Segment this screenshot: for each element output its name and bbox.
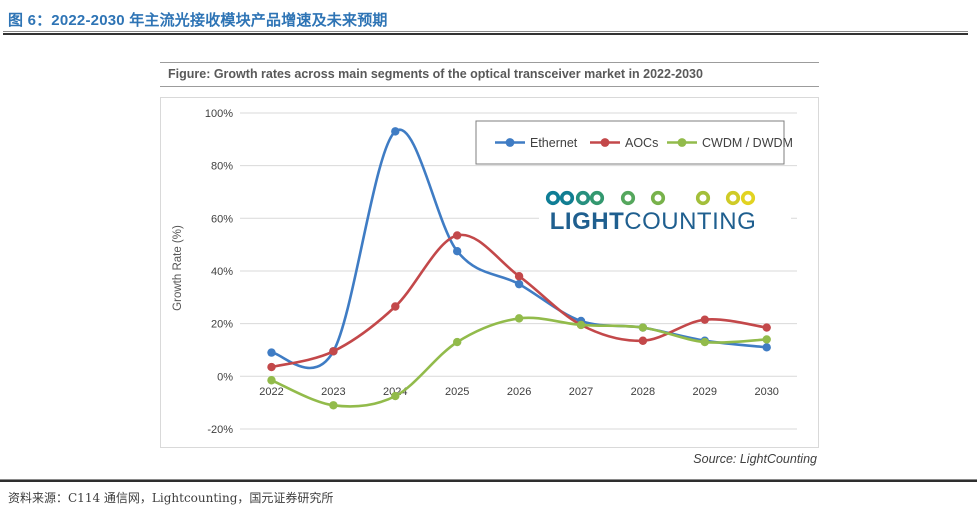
y-axis-tick-label: 40%: [211, 266, 233, 278]
series-marker-ethernet: [514, 279, 524, 289]
logo-chain-ring: [620, 190, 636, 206]
x-axis-tick-label: 2030: [754, 386, 778, 398]
legend-label-aocs: AOCs: [625, 136, 658, 150]
y-axis-tick-label: 20%: [211, 319, 233, 331]
legend-box: [475, 120, 785, 165]
legend-label-ethernet: Ethernet: [530, 136, 578, 150]
line-chart: 100% 80% 60% 40% 20% 0% -20% Growth Rate (%) 202…: [172, 108, 797, 436]
y-axis-tick-label: 0%: [217, 371, 233, 383]
y-axis-title: Growth Rate (%): [172, 225, 184, 311]
chart-source-note: Source: LightCounting: [693, 452, 817, 466]
x-axis-tick-label: 2022: [259, 386, 283, 398]
series-marker-cwdm-dwdm: [267, 376, 276, 385]
legend-marker-ethernet: [505, 138, 515, 147]
legend-marker-aocs: [600, 138, 610, 147]
x-axis-tick-label: 2025: [445, 386, 469, 398]
y-axis-tick-label: -20%: [207, 424, 233, 436]
series-marker-ethernet: [762, 343, 771, 352]
logo-chain-ring: [695, 190, 711, 206]
x-axis-tick-label: 2026: [507, 386, 531, 398]
series-marker-aocs: [762, 323, 771, 332]
logo-chain-ring: [650, 190, 666, 206]
title-divider: [3, 31, 968, 35]
series-marker-cwdm-dwdm: [638, 323, 648, 332]
chart-title: Figure: Growth rates across main segment…: [160, 62, 819, 87]
series-marker-aocs: [700, 315, 709, 324]
lightcounting-logo-text: LIGHTCOUNTING: [550, 208, 757, 235]
series-marker-cwdm-dwdm: [514, 314, 524, 323]
series-marker-cwdm-dwdm: [453, 337, 462, 347]
series-marker-aocs: [514, 272, 524, 281]
logo-chain-ring: [575, 190, 591, 206]
series-marker-aocs: [391, 302, 400, 311]
series-marker-cwdm-dwdm: [762, 335, 771, 344]
series-marker-cwdm-dwdm: [329, 401, 338, 410]
legend-marker-cwdm-dwdm: [677, 138, 687, 147]
series-marker-ethernet: [267, 348, 276, 357]
series-marker-cwdm-dwdm: [700, 337, 709, 347]
series-marker-ethernet: [453, 247, 462, 256]
y-axis-tick-label: 80%: [211, 161, 233, 173]
figure-container: Figure: Growth rates across main segment…: [160, 62, 819, 466]
logo-chain-ring: [589, 190, 605, 206]
x-axis-tick-label: 2027: [569, 386, 593, 398]
figure-caption: 图 6：2022-2030 年主流光接收模块产品增速及未来预期: [8, 12, 388, 29]
logo-chain-ring: [740, 190, 756, 206]
x-axis-tick-label: 2023: [321, 386, 345, 398]
footer-divider: [0, 479, 977, 482]
series-marker-cwdm-dwdm: [391, 391, 400, 401]
x-axis-tick-label: 2028: [631, 386, 655, 398]
series-marker-aocs: [329, 347, 338, 356]
y-axis-tick-label: 60%: [211, 213, 233, 225]
data-source-note: 资料来源：C114 通信网，Lightcounting，国元证券研究所: [8, 491, 334, 505]
series-marker-aocs: [267, 362, 276, 372]
series-line-aocs: [270, 233, 768, 369]
logo-chain-ring: [725, 190, 741, 206]
y-axis-tick-label: 100%: [205, 108, 233, 120]
legend-label-cwdm-dwdm: CWDM / DWDM: [702, 136, 793, 150]
logo-chain-ring: [545, 190, 561, 206]
series-marker-cwdm-dwdm: [576, 320, 586, 330]
logo-chain-ring: [559, 190, 575, 206]
series-marker-ethernet: [391, 127, 400, 136]
x-axis-tick-label: 2029: [693, 386, 717, 398]
series-marker-aocs: [638, 336, 648, 345]
series-line-cwdm-dwdm: [270, 316, 768, 408]
chart-area: 100% 80% 60% 40% 20% 0% -20% Growth Rate (%) 202…: [160, 97, 819, 448]
series-marker-aocs: [453, 231, 462, 240]
